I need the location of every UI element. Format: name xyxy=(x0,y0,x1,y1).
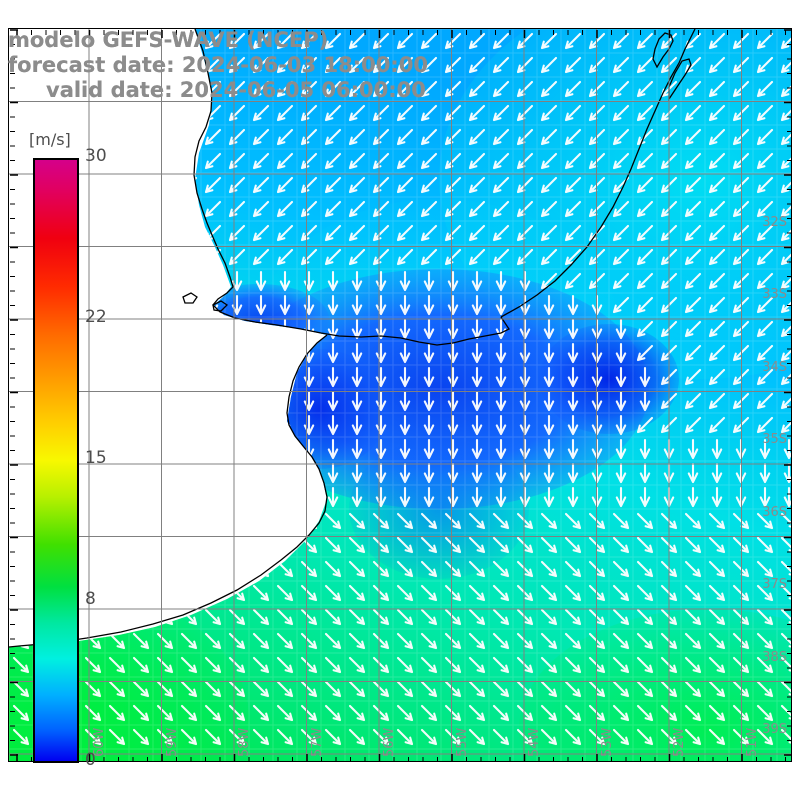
map-svg xyxy=(9,29,791,761)
colorbar: 30 22 15 8 0 xyxy=(33,146,107,770)
map-frame: 32S 33S 34S 35S 36S 37S 38S 39S 60W 59W … xyxy=(8,28,792,762)
colorbar-tick-0: 0 xyxy=(85,750,96,770)
lon-label-56W: 56W xyxy=(382,727,397,757)
lat-label-33S: 33S xyxy=(762,287,787,302)
colorbar-tick-22: 22 xyxy=(85,307,107,327)
lon-label-55W: 55W xyxy=(455,727,470,757)
lon-label-59W: 59W xyxy=(165,727,180,757)
lon-label-54W: 54W xyxy=(527,727,542,757)
lat-label-36S: 36S xyxy=(762,505,787,520)
lon-label-51W: 51W xyxy=(745,727,760,757)
map-canvas xyxy=(9,29,791,761)
lon-label-57W: 57W xyxy=(310,727,325,757)
lat-label-35S: 35S xyxy=(762,432,787,447)
colorbar-unit-label: [m/s] xyxy=(29,130,71,149)
lat-label-32S: 32S xyxy=(762,215,787,230)
colorbar-tick-8: 8 xyxy=(85,589,96,609)
colorbar-gradient xyxy=(33,158,79,763)
colorbar-tick-30: 30 xyxy=(85,146,107,166)
lat-label-37S: 37S xyxy=(762,577,787,592)
map-gridlines xyxy=(9,29,791,761)
lon-label-53W: 53W xyxy=(600,727,615,757)
lat-label-34S: 34S xyxy=(762,360,787,375)
lat-label-39S: 39S xyxy=(762,722,787,737)
colorbar-tick-15: 15 xyxy=(85,448,107,468)
lon-label-52W: 52W xyxy=(672,727,687,757)
lon-label-58W: 58W xyxy=(237,727,252,757)
lat-label-38S: 38S xyxy=(762,650,787,665)
